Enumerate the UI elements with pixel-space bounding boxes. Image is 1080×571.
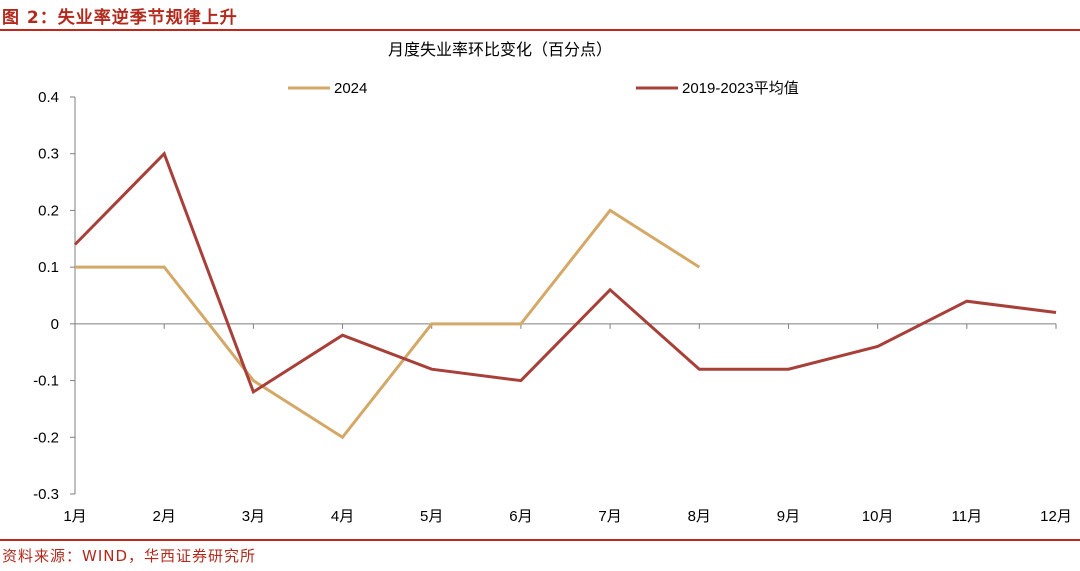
y-tick-label: -0.3 bbox=[33, 486, 59, 503]
figure-caption: 图 2：失业率逆季节规律上升 bbox=[2, 8, 238, 28]
y-tick-label: 0 bbox=[51, 316, 59, 333]
series-line-avg bbox=[73, 150, 1057, 395]
y-tick-label: 0.4 bbox=[38, 89, 59, 106]
series-line-2024 bbox=[75, 208, 701, 440]
x-tick-label: 11月 bbox=[952, 508, 983, 525]
x-tick-label: 1月 bbox=[63, 508, 86, 525]
x-tick-label: 4月 bbox=[331, 508, 354, 525]
y-tick-label: 0.2 bbox=[38, 202, 59, 219]
x-tick-label: 9月 bbox=[777, 508, 800, 525]
x-tick-label: 2月 bbox=[153, 508, 176, 525]
x-tick-label: 10月 bbox=[862, 508, 894, 525]
x-tick-label: 8月 bbox=[688, 508, 711, 525]
x-tick-label: 3月 bbox=[242, 508, 265, 525]
x-tick-label: 5月 bbox=[420, 508, 443, 525]
source-note: 资料来源：WIND，华西证券研究所 bbox=[2, 547, 257, 565]
header-rule bbox=[0, 29, 1080, 31]
y-tick-label: -0.2 bbox=[33, 429, 59, 446]
x-tick-label: 7月 bbox=[598, 508, 621, 525]
x-tick-label: 12月 bbox=[1040, 508, 1072, 525]
y-tick-label: 0.3 bbox=[38, 146, 59, 163]
y-tick-label: 0.1 bbox=[38, 259, 59, 276]
series-group bbox=[73, 150, 1057, 440]
legend: 2024 2019-2023平均值 bbox=[288, 80, 799, 97]
y-tick-label: -0.1 bbox=[33, 373, 59, 390]
figure-header: 图 2：失业率逆季节规律上升 bbox=[0, 0, 1080, 30]
axes: 0.4 0.3 0.2 0.1 0 -0.1 -0.2 -0.31月 2月 3月 4月 5月 6月 7月 8… bbox=[33, 89, 1072, 525]
legend-label: 2024 bbox=[334, 80, 367, 97]
x-tick-label: 6月 bbox=[509, 508, 532, 525]
chart-title: 月度失业率环比变化（百分点） bbox=[388, 40, 612, 59]
legend-label: 2019-2023平均值 bbox=[682, 80, 799, 97]
footer-rule bbox=[0, 539, 1080, 541]
